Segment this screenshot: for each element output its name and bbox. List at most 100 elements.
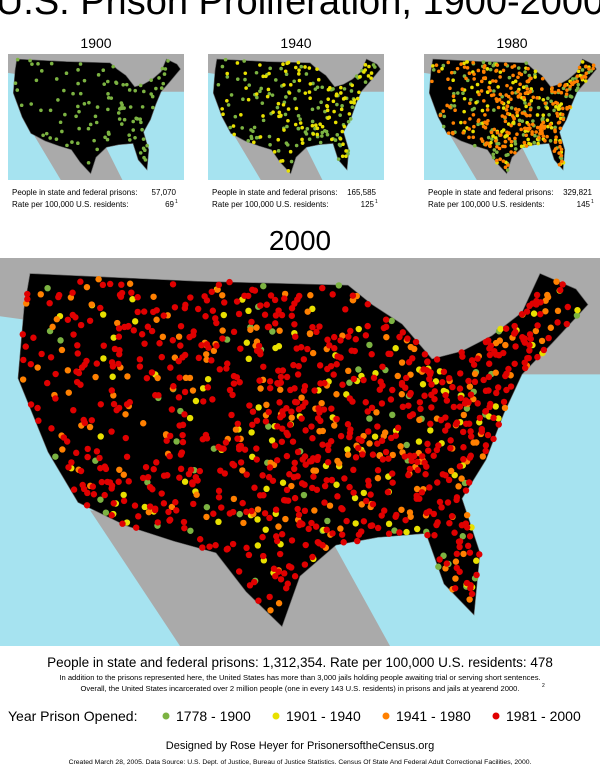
prison-dot: [497, 97, 502, 102]
prison-dot: [57, 337, 64, 344]
prison-dot: [561, 117, 566, 122]
prison-dot: [169, 337, 176, 344]
prison-dot: [254, 506, 262, 513]
prison-dot: [241, 97, 245, 101]
prison-dot: [318, 122, 322, 126]
prison-dot: [331, 87, 335, 91]
prison-dot: [534, 130, 538, 134]
prison-dot: [255, 404, 262, 411]
prison-dot: [254, 542, 262, 549]
prison-dot: [261, 114, 265, 118]
prison-dot: [414, 458, 421, 466]
prison-dot: [379, 456, 387, 463]
prison-dot: [491, 155, 496, 160]
prison-dot: [541, 113, 546, 117]
prison-dot: [148, 327, 156, 335]
prison-dot: [317, 417, 324, 425]
prison-dot: [34, 364, 41, 371]
prison-dot: [36, 62, 40, 66]
prison-dot: [195, 354, 203, 362]
prison-dot: [330, 137, 334, 142]
prison-dot: [344, 154, 348, 159]
prison-dot: [360, 376, 367, 384]
prison-dot: [492, 89, 496, 93]
rate-label: Rate per 100,000 U.S. residents:: [212, 200, 329, 209]
prison-dot: [297, 72, 301, 76]
prison-dot: [496, 85, 500, 89]
prison-dot: [537, 310, 544, 318]
prison-dot: [110, 334, 117, 341]
map-year: 1900: [80, 35, 111, 51]
prison-dot: [364, 301, 371, 308]
prison-dot: [293, 122, 298, 127]
prison-dot: [340, 104, 344, 108]
prison-dot: [503, 119, 508, 124]
prison-dot: [205, 344, 212, 351]
prison-dot: [272, 506, 280, 513]
prison-dot: [224, 360, 231, 367]
prison-dot: [192, 397, 200, 405]
prison-dot: [481, 60, 486, 65]
prison-dot: [426, 484, 433, 491]
prison-dot: [467, 127, 471, 131]
prison-dot: [486, 135, 491, 140]
prison-dot: [52, 395, 59, 402]
prison-dot: [285, 124, 289, 129]
prison-dot: [534, 322, 541, 329]
prison-dot: [382, 323, 390, 331]
prison-dot: [505, 104, 510, 108]
prison-dot: [133, 88, 138, 93]
prison-dot: [490, 435, 497, 443]
prison-dot: [94, 120, 99, 125]
prison-dot: [424, 531, 431, 539]
prison-dot: [575, 86, 580, 90]
prison-dot: [485, 373, 493, 381]
prison-dot: [260, 552, 267, 560]
prison-dot: [95, 105, 100, 109]
prison-dot: [108, 359, 116, 366]
prison-dot: [482, 407, 490, 415]
prison-dot: [301, 453, 309, 460]
prison-dot: [385, 520, 393, 528]
prison-dot: [503, 370, 510, 377]
prison-dot: [509, 150, 513, 154]
prison-dot: [446, 519, 453, 527]
prison-dot: [115, 333, 123, 340]
prison-dot: [548, 138, 553, 143]
prison-dot: [245, 292, 252, 300]
prison-dot: [451, 91, 456, 96]
prison-dot: [78, 62, 83, 66]
prison-dot: [511, 73, 515, 78]
prison-dot: [88, 122, 93, 127]
prison-dot: [352, 98, 357, 102]
prison-dot: [344, 421, 352, 428]
prison-dot: [177, 342, 184, 349]
prison-dot: [339, 107, 344, 112]
prison-dot: [298, 480, 306, 487]
prison-dot: [406, 391, 414, 398]
prison-dot: [415, 438, 423, 445]
prison-dot: [346, 152, 350, 156]
prison-dot: [44, 284, 51, 292]
prison-dot: [97, 496, 104, 503]
prison-dot: [424, 358, 431, 365]
prison-dot: [441, 124, 446, 129]
prison-dot: [337, 432, 345, 440]
prison-dot: [77, 467, 85, 475]
prison-dot: [186, 333, 193, 341]
prison-dot: [35, 417, 42, 424]
prison-dot: [471, 135, 476, 140]
prison-dot: [527, 102, 532, 107]
prison-dot: [138, 117, 142, 122]
prison-dot: [203, 503, 211, 511]
prison-dot: [220, 107, 224, 111]
prison-dot: [447, 437, 454, 444]
prison-dot: [576, 82, 581, 87]
prison-dot: [254, 70, 259, 75]
prison-dot: [471, 378, 479, 386]
prison-dot: [225, 75, 230, 79]
prison-dot: [224, 545, 231, 552]
prison-dot: [179, 421, 187, 429]
prison-dot: [309, 484, 316, 492]
prison-dot: [431, 68, 436, 72]
